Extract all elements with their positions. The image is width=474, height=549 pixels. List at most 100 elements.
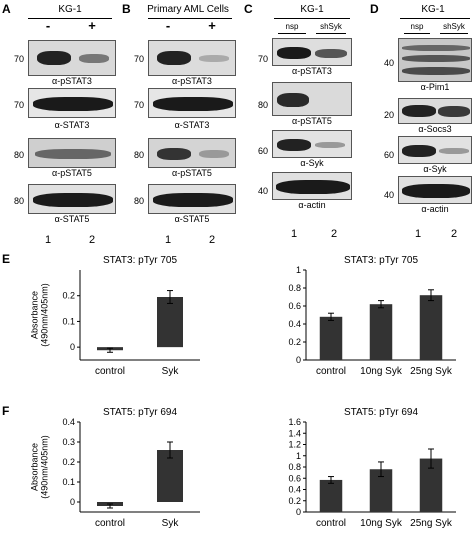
y-tick-label: 1 xyxy=(296,451,301,461)
y-tick-label: 1.6 xyxy=(288,417,301,427)
panel-letter-d: D xyxy=(370,2,379,16)
y-tick-label: 0.2 xyxy=(288,337,301,347)
band xyxy=(438,106,470,117)
band xyxy=(37,51,71,65)
chart-title: STAT5: pTyr 694 xyxy=(103,407,178,418)
mw-marker: 20 xyxy=(383,110,394,120)
mw-marker: 80 xyxy=(133,196,144,206)
blot-pstat5 xyxy=(28,138,116,168)
band xyxy=(157,148,191,160)
blot-label: α-actin xyxy=(421,204,449,214)
blot-pstat3 xyxy=(28,40,116,76)
y-tick-label: 0.3 xyxy=(62,437,75,447)
chart-title: STAT3: pTyr 705 xyxy=(103,255,178,266)
y-axis-label-line: (490nm/405nm) xyxy=(40,283,50,347)
mw-marker: 70 xyxy=(13,100,24,110)
chart-title: STAT5: pTyr 694 xyxy=(344,407,419,418)
y-tick-label: 0.2 xyxy=(62,457,75,467)
band xyxy=(277,47,311,59)
blot-label: α-STAT5 xyxy=(54,214,90,224)
treatment-minus: - xyxy=(45,18,51,33)
blot-syk xyxy=(272,130,352,158)
band xyxy=(33,193,113,207)
y-tick-label: 0 xyxy=(296,355,301,365)
band xyxy=(315,49,347,58)
band xyxy=(79,54,109,63)
category-label: 25ng Syk xyxy=(410,366,453,377)
band xyxy=(402,184,470,198)
panel-d-title: KG-1 xyxy=(421,4,445,15)
y-axis-label-line: Absorbance xyxy=(29,443,39,491)
bar xyxy=(157,297,183,348)
band xyxy=(199,150,229,158)
y-tick-label: 0.6 xyxy=(288,473,301,483)
y-tick-label: 0.4 xyxy=(62,417,75,427)
panel-b-title: Primary AML Cells xyxy=(147,4,229,15)
y-axis-label: Absorbance(490nm/405nm) xyxy=(29,283,49,347)
y-tick-label: 0.1 xyxy=(62,477,75,487)
mw-marker: 70 xyxy=(133,54,144,64)
y-axis-label-line: (490nm/405nm) xyxy=(40,435,50,499)
title-underline xyxy=(148,18,232,19)
chart-title: STAT3: pTyr 705 xyxy=(344,255,419,266)
category-label: 25ng Syk xyxy=(410,518,453,529)
panel-letter-f: F xyxy=(2,404,10,418)
band xyxy=(157,51,191,65)
elisa-bar-charts: STAT3: pTyr 70500.10.2Absorbance(490nm/4… xyxy=(29,255,456,529)
blot-label: α-actin xyxy=(298,200,326,210)
band xyxy=(402,45,470,51)
blot-label: α-pSTAT5 xyxy=(172,168,212,178)
y-tick-label: 0.8 xyxy=(288,283,301,293)
band xyxy=(315,142,345,148)
lane-number: 2 xyxy=(208,234,216,246)
blot-label: α-pSTAT3 xyxy=(52,76,92,86)
band xyxy=(276,180,350,194)
band xyxy=(199,55,229,62)
category-label: 10ng Syk xyxy=(360,518,403,529)
band xyxy=(35,149,111,159)
title-underline xyxy=(400,18,470,19)
bar xyxy=(369,304,393,360)
band xyxy=(402,67,470,75)
category-label: control xyxy=(316,518,346,529)
col-shsyk: shSyk xyxy=(320,22,342,31)
y-tick-label: 0.8 xyxy=(288,462,301,472)
category-label: control xyxy=(95,366,125,377)
blot-label: α-pSTAT5 xyxy=(292,116,332,126)
blot-label: α-Syk xyxy=(300,158,324,168)
blot-actin xyxy=(272,172,352,200)
blot-pstat3 xyxy=(272,38,352,66)
y-tick-label: 0.2 xyxy=(288,496,301,506)
mw-marker: 70 xyxy=(257,54,268,64)
y-tick-label: 0.6 xyxy=(288,301,301,311)
y-axis-label-line: Absorbance xyxy=(29,291,39,339)
panel-letter-a: A xyxy=(2,2,11,16)
band xyxy=(277,93,309,107)
band xyxy=(33,97,113,111)
bar xyxy=(419,458,443,512)
lane-number: 1 xyxy=(44,234,52,246)
y-tick-label: 1.4 xyxy=(288,428,301,438)
y-tick-label: 0.2 xyxy=(62,291,75,301)
y-tick-label: 0.1 xyxy=(62,316,75,326)
lane-number: 2 xyxy=(88,234,96,246)
mw-marker: 40 xyxy=(257,186,268,196)
treatment-plus: + xyxy=(88,18,96,33)
category-label: 10ng Syk xyxy=(360,366,403,377)
y-tick-label: 0 xyxy=(70,497,75,507)
panel-letter-c: C xyxy=(244,2,253,16)
y-tick-label: 1 xyxy=(296,265,301,275)
blot-label: α-Socs3 xyxy=(418,124,452,134)
lane-number: 1 xyxy=(414,228,422,240)
blot-label: α-pSTAT3 xyxy=(172,76,212,86)
col-nsp: nsp xyxy=(285,22,299,31)
mw-marker: 80 xyxy=(133,150,144,160)
y-tick-label: 1.2 xyxy=(288,440,301,450)
blot-stat5 xyxy=(148,184,236,214)
title-underline xyxy=(28,18,112,19)
blot-stat5 xyxy=(28,184,116,214)
band xyxy=(439,148,469,154)
blot-label: α-STAT5 xyxy=(174,214,210,224)
y-tick-label: 0.4 xyxy=(288,485,301,495)
mw-marker: 60 xyxy=(257,146,268,156)
